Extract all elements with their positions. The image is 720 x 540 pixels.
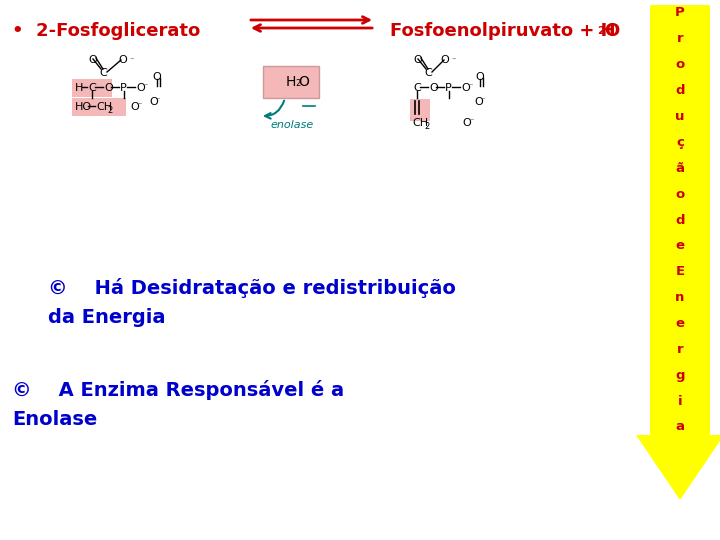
FancyBboxPatch shape: [410, 99, 430, 121]
Text: ⁻: ⁻: [468, 81, 472, 90]
Text: CH: CH: [412, 118, 428, 128]
Text: O: O: [604, 22, 619, 40]
Text: ⁻: ⁻: [480, 95, 485, 104]
Text: ©    Há Desidratação e redistribuição: © Há Desidratação e redistribuição: [48, 278, 456, 298]
Text: e: e: [675, 317, 685, 330]
Text: •  2-Fosfoglicerato: • 2-Fosfoglicerato: [12, 22, 200, 40]
Text: O: O: [461, 83, 469, 93]
Text: P: P: [445, 83, 451, 93]
Text: g: g: [675, 369, 685, 382]
Text: o: o: [675, 187, 685, 201]
Text: O: O: [462, 118, 471, 128]
Text: C: C: [99, 68, 107, 78]
Polygon shape: [636, 435, 720, 500]
Text: ©    A Enzima Responsável é a: © A Enzima Responsável é a: [12, 380, 344, 400]
Text: C: C: [88, 83, 96, 93]
Text: d: d: [675, 213, 685, 226]
Text: C: C: [424, 68, 432, 78]
Text: i: i: [678, 395, 683, 408]
Text: O: O: [474, 97, 482, 107]
Text: n: n: [675, 291, 685, 304]
Text: a: a: [675, 421, 685, 434]
FancyBboxPatch shape: [72, 79, 112, 97]
Text: 2: 2: [107, 106, 112, 115]
Text: da Energia: da Energia: [48, 308, 166, 327]
Text: ⁻: ⁻: [137, 100, 141, 109]
Text: CH: CH: [96, 102, 112, 112]
Text: r: r: [677, 343, 683, 356]
Text: O: O: [119, 55, 127, 65]
FancyBboxPatch shape: [650, 5, 710, 435]
Text: O: O: [89, 55, 97, 65]
Text: O: O: [104, 83, 113, 93]
Text: enolase: enolase: [270, 120, 313, 130]
Text: ⁻: ⁻: [143, 81, 148, 90]
Text: O: O: [136, 83, 145, 93]
Text: o: o: [675, 58, 685, 71]
Text: O: O: [130, 102, 139, 112]
Text: ç: ç: [676, 136, 684, 149]
Text: E: E: [675, 265, 685, 278]
Text: O: O: [149, 97, 158, 107]
Text: O: O: [476, 72, 485, 82]
Text: 2: 2: [295, 79, 301, 88]
FancyBboxPatch shape: [72, 98, 126, 116]
Text: Enolase: Enolase: [12, 410, 97, 429]
Text: O: O: [441, 55, 449, 65]
Text: C: C: [413, 83, 420, 93]
Text: d: d: [675, 84, 685, 97]
Text: ⁻: ⁻: [129, 55, 133, 64]
Text: H: H: [75, 83, 84, 93]
Text: P: P: [675, 6, 685, 19]
Text: ⁻: ⁻: [451, 55, 455, 64]
Text: P: P: [120, 83, 127, 93]
Text: ã: ã: [675, 162, 685, 175]
FancyBboxPatch shape: [263, 66, 319, 98]
Text: O: O: [299, 75, 310, 89]
Text: u: u: [675, 110, 685, 123]
Text: O: O: [153, 72, 161, 82]
Text: O: O: [413, 55, 423, 65]
Text: HO: HO: [75, 102, 92, 112]
Text: e: e: [675, 239, 685, 252]
Text: O: O: [429, 83, 438, 93]
Text: H: H: [286, 75, 296, 89]
Text: 2: 2: [597, 26, 605, 36]
Text: Fosfoenolpiruvato + H: Fosfoenolpiruvato + H: [390, 22, 616, 40]
Text: ⁻: ⁻: [469, 116, 473, 125]
Text: r: r: [677, 32, 683, 45]
Text: ⁻: ⁻: [155, 95, 159, 104]
Text: 2: 2: [424, 122, 429, 131]
